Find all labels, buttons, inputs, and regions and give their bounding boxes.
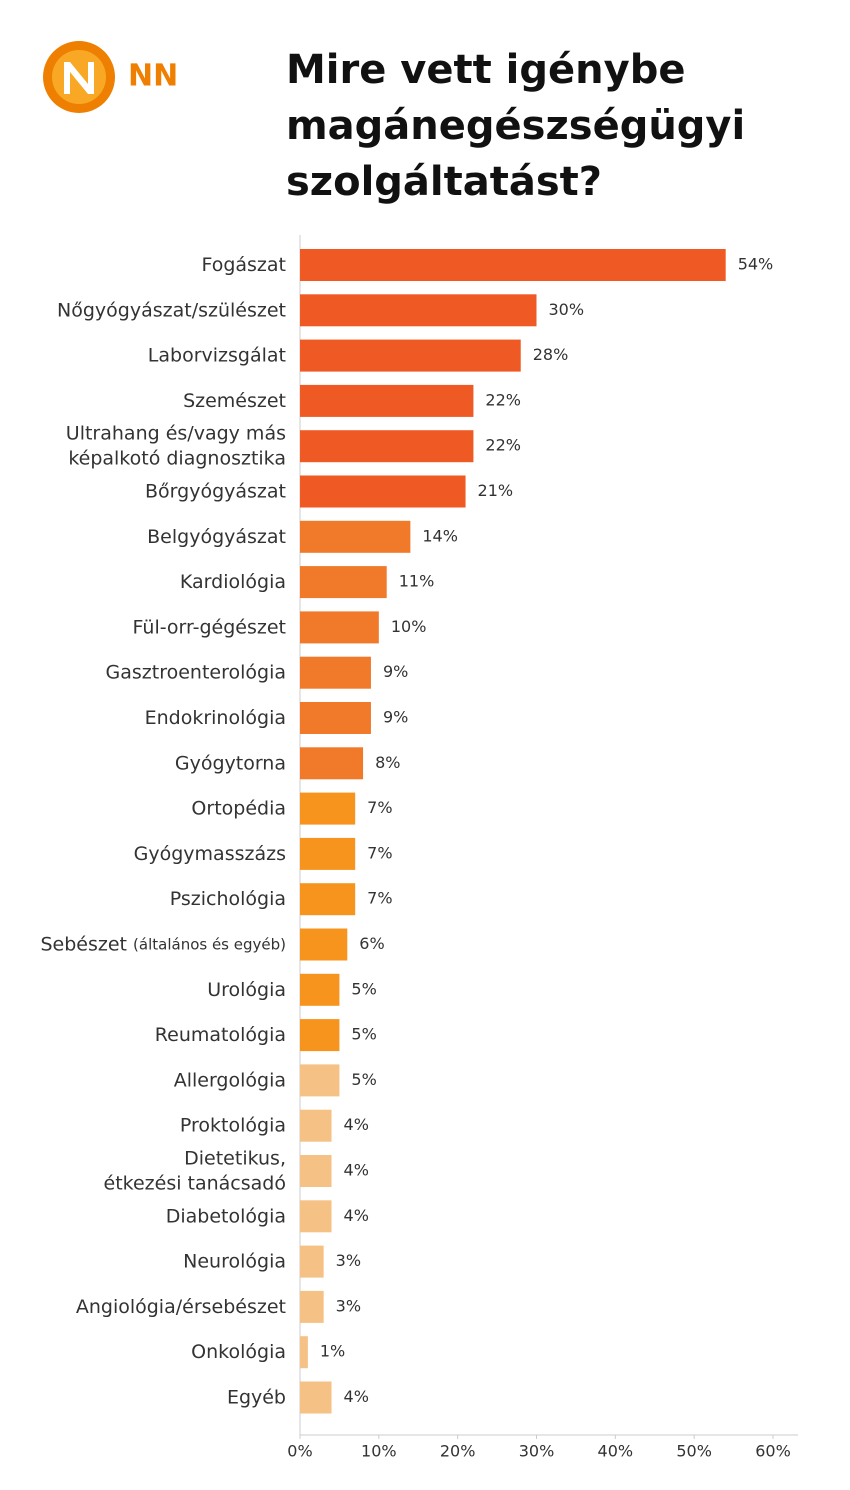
logo-n [64,62,94,94]
value-label: 3% [336,1251,361,1270]
category-label: Laborvizsgálat [148,344,286,366]
bar [300,792,356,825]
bar [300,837,356,870]
category-label: Gasztroenterológia [106,661,286,683]
bar [300,1245,324,1278]
value-label: 8% [375,753,400,772]
value-label: 5% [351,979,376,998]
category-label: Nőgyógyászat/szülészet [57,299,286,321]
bar [300,249,726,281]
bar [300,656,371,689]
category-label: Gyógytorna [175,752,286,774]
value-label: 6% [359,934,384,953]
bar [300,747,364,780]
bar [300,339,521,372]
value-label: 10% [391,617,427,636]
x-tick-label: 20% [440,1442,476,1461]
value-label: 4% [344,1161,369,1180]
value-label: 9% [383,662,408,681]
category-label: Allergológia [174,1069,286,1091]
category-label: Kardiológia [180,571,286,593]
bar [300,883,356,916]
bar [300,430,474,463]
x-tick-label: 30% [519,1442,555,1461]
x-tick-label: 0% [287,1442,312,1461]
chart-title: Mire vett igénybe magánegészségügyi szol… [286,47,746,205]
x-tick-label: 60% [755,1442,791,1461]
category-label: Ortopédia [191,797,286,819]
bar [300,611,379,644]
value-label: 22% [485,390,521,409]
bar [300,520,411,553]
value-label: 1% [320,1342,345,1361]
category-label: Szemészet [183,389,286,411]
x-tick-label: 50% [676,1442,712,1461]
bar [300,1290,324,1323]
category-label: Fogászat [201,254,286,276]
bar [300,294,537,327]
value-label: 4% [344,1115,369,1134]
bar [300,475,466,508]
category-label: Onkológia [191,1341,286,1363]
category-label: Dietetikus, étkezési tanácsadó [104,1147,287,1194]
category-label: Pszichológia [170,888,286,910]
value-label: 4% [344,1387,369,1406]
category-label: Neurológia [183,1250,286,1272]
bar [300,928,348,961]
category-label: Reumatológia [155,1024,286,1046]
bar [300,1019,340,1052]
category-label: Egyéb [227,1386,286,1408]
value-label: 11% [399,572,435,591]
category-label: Angiológia/érsebészet [76,1295,286,1317]
bar [300,702,371,734]
logo-text: NN [128,59,178,94]
value-label: 5% [351,1025,376,1044]
bar [300,1381,332,1414]
category-label: Belgyógyászat [147,525,286,547]
category-label: Sebészet (általános és egyéb) [40,933,286,955]
category-label: Endokrinológia [145,707,286,729]
bar [300,1064,340,1097]
bar [300,566,387,599]
category-label: Gyógymasszázs [134,842,286,864]
category-label: Ultrahang és/vagy más képalkotó diagnoszt… [66,422,286,469]
x-tick-label: 10% [361,1442,397,1461]
bar [300,1109,332,1142]
logo: NN [43,41,178,113]
value-label: 7% [367,889,392,908]
category-label: Proktológia [180,1114,286,1136]
value-label: 30% [549,300,585,319]
bar [300,1336,308,1369]
value-label: 3% [336,1296,361,1315]
category-label: Bőrgyógyászat [145,480,286,502]
value-label: 22% [485,436,521,455]
category-label: Fül-orr-gégészet [133,616,286,638]
x-tick-label: 40% [598,1442,634,1461]
bar [300,1200,332,1233]
value-label: 4% [344,1206,369,1225]
category-label: Urológia [207,978,286,1000]
value-label: 54% [738,255,774,274]
value-label: 21% [478,481,514,500]
value-label: 5% [351,1070,376,1089]
value-label: 7% [367,798,392,817]
value-label: 14% [422,526,458,545]
value-label: 28% [533,345,569,364]
value-label: 9% [383,708,408,727]
category-label: Diabetológia [166,1205,286,1227]
value-label: 7% [367,843,392,862]
bar [300,1155,332,1187]
bar [300,384,474,417]
bar [300,973,340,1006]
